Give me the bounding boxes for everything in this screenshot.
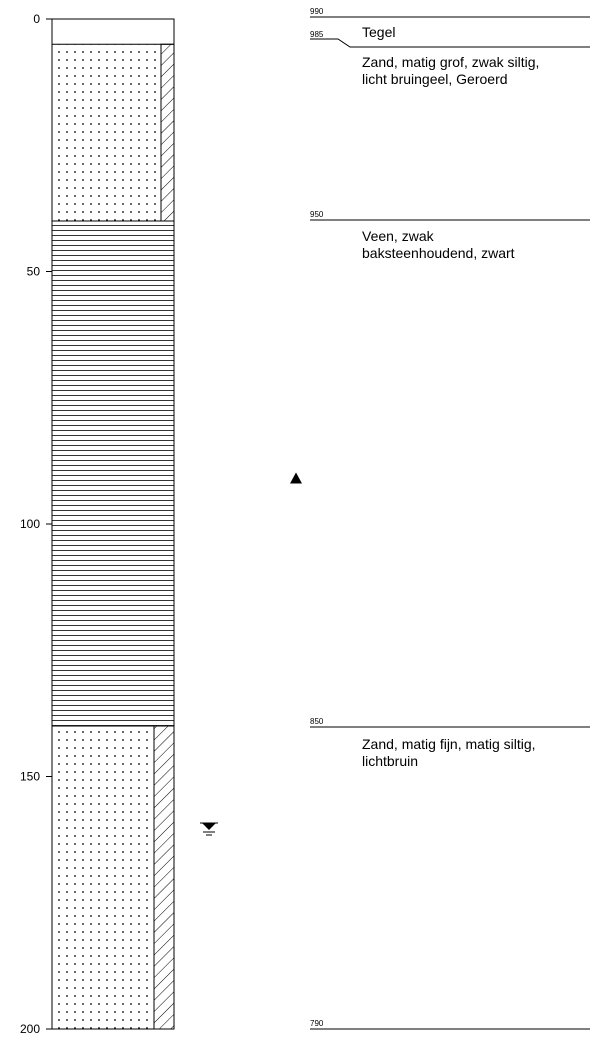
depth-tick-label: 0	[33, 12, 40, 26]
column-outline	[51, 18, 175, 1030]
layer-fill	[52, 44, 174, 221]
elevation-label: 990	[310, 7, 324, 16]
elevation-label: 985	[310, 30, 324, 39]
depth-tick-label: 150	[20, 770, 40, 784]
layer-description-line: Zand, matig fijn, matig siltig,	[362, 736, 536, 752]
layer-column	[51, 18, 175, 1030]
layer-description-line: Zand, matig grof, zwak siltig,	[362, 54, 539, 70]
layer-description-line: licht bruingeel, Geroerd	[362, 71, 508, 87]
log-markers	[200, 472, 302, 836]
layer-description-line: Tegel	[362, 24, 395, 40]
depth-tick-label: 200	[20, 1022, 40, 1036]
layer-fill	[52, 19, 174, 45]
layer-description-line: baksteenhoudend, zwart	[362, 245, 515, 261]
triangle-marker-icon	[290, 472, 302, 484]
depth-tick-label: 100	[20, 517, 40, 531]
elevation-label: 850	[310, 717, 324, 726]
depth-tick-label: 50	[27, 265, 41, 279]
layer-fill	[52, 221, 174, 726]
groundwater-icon	[200, 822, 218, 836]
layer-description-line: lichtbruin	[362, 753, 418, 769]
depth-axis: 0 50 100 150 200	[20, 12, 52, 1036]
elevation-label: 790	[310, 1019, 324, 1028]
layer-description-line: Veen, zwak	[362, 228, 435, 244]
elevation-lines: 990 985 950 850 790	[310, 7, 590, 1030]
elevation-label: 950	[310, 210, 324, 219]
layer-side-hatch	[153, 725, 175, 1030]
elevation-line	[310, 38, 590, 48]
layer-side-hatch	[160, 43, 175, 222]
groundwater-triangle	[202, 823, 216, 830]
